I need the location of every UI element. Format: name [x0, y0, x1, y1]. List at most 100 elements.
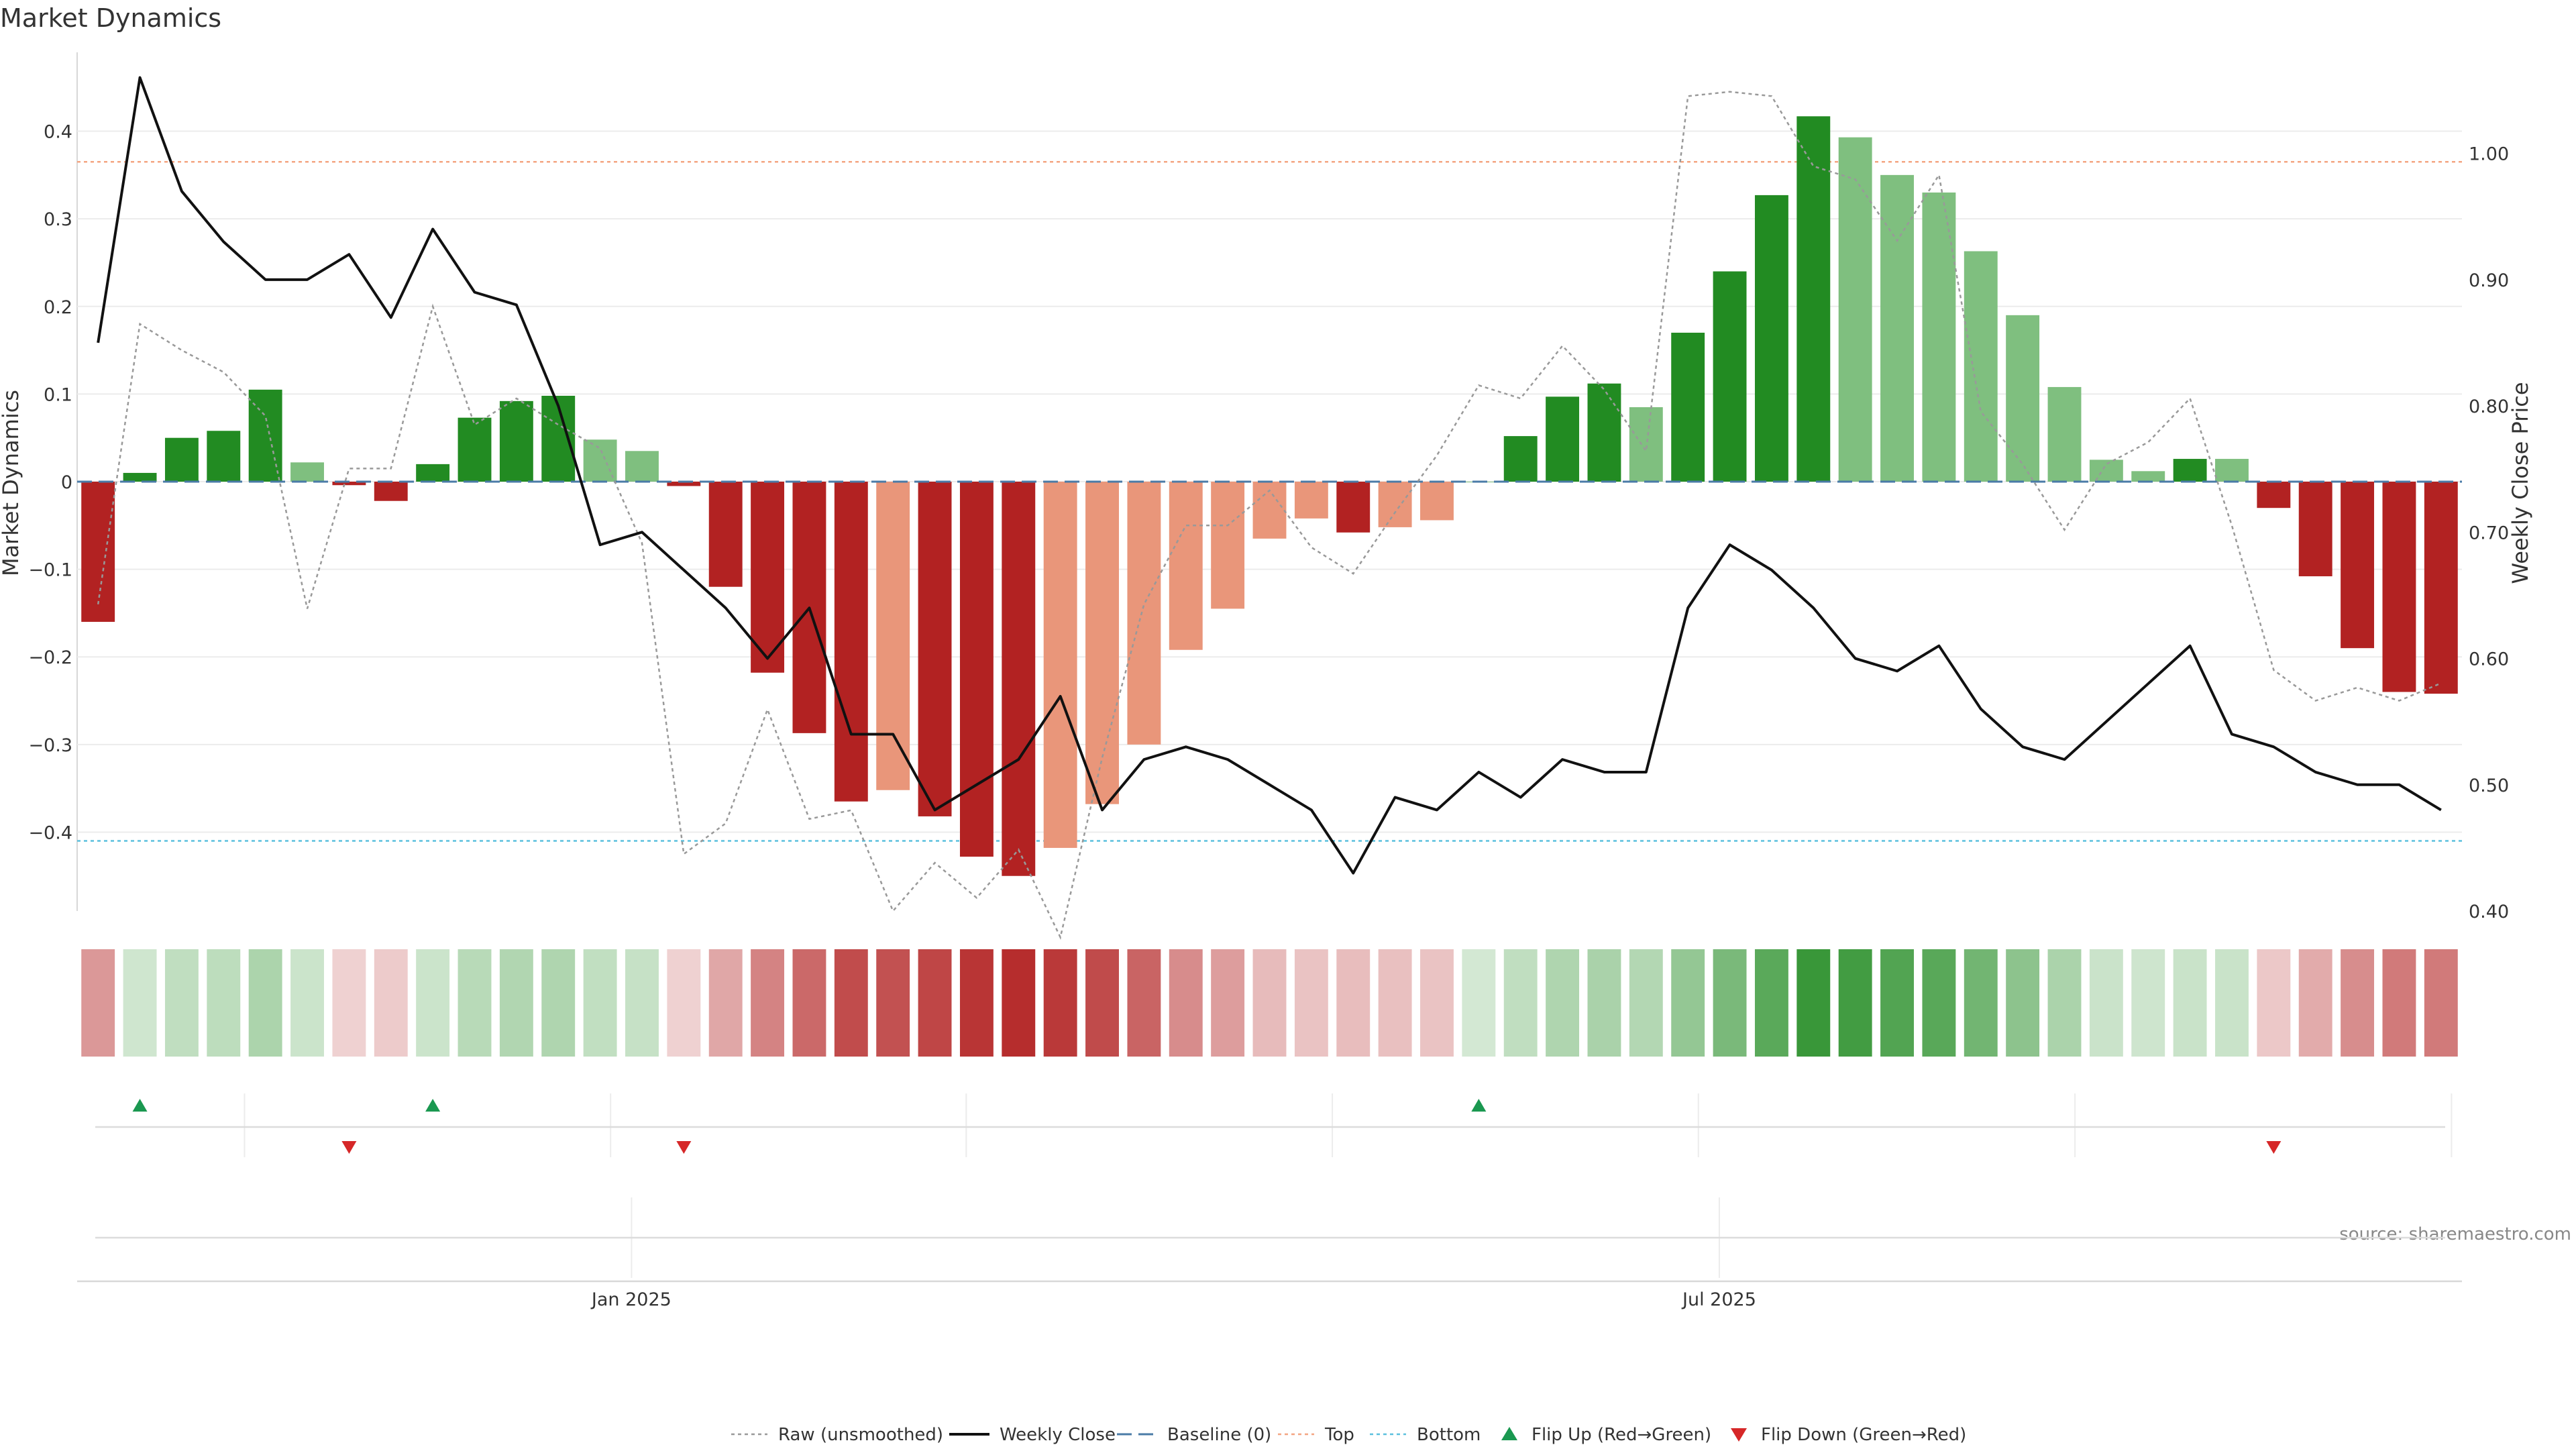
- y-tick-label: 0.3: [44, 209, 72, 230]
- y2-tick-label: 0.50: [2469, 775, 2509, 796]
- heatmap-cell: [2298, 949, 2332, 1057]
- heatmap-cell: [374, 949, 408, 1057]
- bar: [2215, 459, 2249, 482]
- bar: [164, 437, 199, 482]
- y2-tick-label: 0.60: [2469, 649, 2509, 670]
- heatmap-cell: [1085, 949, 1119, 1057]
- bar: [416, 464, 450, 482]
- legend-label: Top: [1324, 1425, 1354, 1445]
- y-tick-label: −0.3: [28, 735, 72, 756]
- heatmap-cell: [2341, 949, 2375, 1057]
- bar: [1629, 407, 1663, 482]
- bar: [81, 482, 115, 622]
- y-axis-label: Market Dynamics: [0, 390, 23, 576]
- heatmap-cell: [458, 949, 492, 1057]
- legend-label: Baseline (0): [1167, 1425, 1271, 1445]
- x-tick-label: Jul 2025: [1681, 1289, 1756, 1310]
- y2-tick-label: 0.70: [2469, 523, 2509, 543]
- bar: [1336, 482, 1371, 533]
- heatmap-cell: [1043, 949, 1077, 1057]
- bar: [667, 482, 701, 486]
- heatmap-cell: [1462, 949, 1496, 1057]
- heatmap-cell: [1211, 949, 1245, 1057]
- bar: [1378, 482, 1412, 527]
- heatmap-cell: [332, 949, 366, 1057]
- bar: [2173, 459, 2207, 482]
- heatmap-cell: [1796, 949, 1831, 1057]
- bar: [1671, 332, 1705, 482]
- flip-down-marker: [341, 1141, 357, 1154]
- heatmap-cell: [1002, 949, 1036, 1057]
- heatmap-cell: [2382, 949, 2416, 1057]
- heatmap-cell: [1336, 949, 1371, 1057]
- heatmap-cell: [499, 949, 533, 1057]
- heatmap-cell: [1754, 949, 1788, 1057]
- y-tick-label: 0: [61, 472, 72, 493]
- bar: [1420, 482, 1454, 521]
- legend-label: Bottom: [1417, 1425, 1481, 1445]
- bar: [2424, 482, 2458, 694]
- bar: [2257, 482, 2291, 508]
- heatmap-cell: [1546, 949, 1580, 1057]
- heatmap-cell: [81, 949, 115, 1057]
- bar: [458, 417, 492, 482]
- heatmap-cell: [1294, 949, 1328, 1057]
- legend-label: Flip Up (Red→Green): [1532, 1425, 1711, 1445]
- bar: [1880, 174, 1914, 482]
- heatmap-cell: [248, 949, 282, 1057]
- y2-tick-label: 1.00: [2469, 144, 2509, 165]
- flip-down-marker: [676, 1141, 692, 1154]
- heatmap-cell: [1378, 949, 1412, 1057]
- raw-series-line: [97, 91, 2442, 940]
- y-tick-label: −0.4: [28, 822, 72, 843]
- bar: [1796, 116, 1831, 482]
- y-tick-label: 0.2: [44, 297, 72, 318]
- bar: [1713, 271, 1747, 482]
- y2-axis-label: Weekly Close Price: [2508, 382, 2533, 584]
- heatmap-cell: [541, 949, 576, 1057]
- heatmap-cell: [792, 949, 826, 1057]
- heatmap-cell: [918, 949, 952, 1057]
- bar: [751, 482, 785, 673]
- bar: [1838, 137, 1872, 482]
- heatmap-cell: [959, 949, 994, 1057]
- bar: [1085, 482, 1119, 804]
- heatmap-cell: [1420, 949, 1454, 1057]
- legend-label: Weekly Close: [1000, 1425, 1116, 1445]
- flip-up-marker: [425, 1099, 441, 1112]
- bar: [1922, 192, 1956, 482]
- bar: [2047, 386, 2082, 482]
- legend-label: Flip Down (Green→Red): [1761, 1425, 1966, 1445]
- heatmap-cell: [1964, 949, 1998, 1057]
- heatmap-cell: [1503, 949, 1538, 1057]
- weekly-close-line: [97, 76, 2442, 875]
- heatmap-cell: [2173, 949, 2207, 1057]
- flip-up-marker: [1471, 1099, 1487, 1112]
- heatmap-cell: [1127, 949, 1161, 1057]
- heatmap-cell: [2215, 949, 2249, 1057]
- heatmap-cell: [164, 949, 199, 1057]
- y2-tick-label: 0.40: [2469, 902, 2509, 922]
- source-note: source: sharemaestro.com: [2339, 1224, 2571, 1244]
- heatmap-cell: [1713, 949, 1747, 1057]
- bar: [959, 482, 994, 857]
- chart-title: Market Dynamics: [0, 3, 221, 33]
- bar: [1294, 482, 1328, 519]
- bar: [1546, 396, 1580, 482]
- bar: [1043, 482, 1077, 848]
- bar: [499, 400, 533, 482]
- heatmap-cell: [625, 949, 659, 1057]
- heatmap-cell: [2047, 949, 2082, 1057]
- bar: [1503, 436, 1538, 482]
- legend-swatch-flip-up: [1501, 1427, 1517, 1440]
- bar: [2341, 482, 2375, 649]
- heatmap-cell: [1252, 949, 1287, 1057]
- bar: [708, 482, 743, 587]
- heatmap-cell: [1922, 949, 1956, 1057]
- bar: [2089, 460, 2123, 482]
- heatmap-cell: [2131, 949, 2165, 1057]
- heatmap-cell: [876, 949, 910, 1057]
- bar: [583, 439, 617, 482]
- bar: [374, 482, 408, 501]
